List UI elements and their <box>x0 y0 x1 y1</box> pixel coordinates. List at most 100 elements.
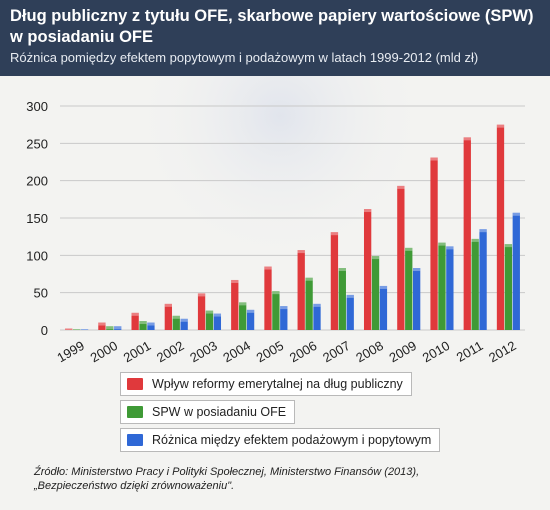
bar-highlight <box>413 268 421 272</box>
bar-0-2009 <box>397 185 405 330</box>
y-tick-label: 50 <box>34 286 48 301</box>
bar-highlight <box>430 157 438 161</box>
bar-0-2007 <box>330 232 339 330</box>
bar-highlight <box>172 315 180 319</box>
chart-title: Dług publiczny z tytułu OFE, skarbowe pa… <box>10 7 534 46</box>
bar-0-2003 <box>197 293 206 330</box>
legend-swatch-blue <box>127 434 143 446</box>
bar-1-2001 <box>139 321 147 330</box>
bar-1-2004 <box>239 302 247 330</box>
y-tick-label: 200 <box>26 174 48 189</box>
bar-highlight <box>147 322 155 326</box>
bar-1-2003 <box>205 310 214 330</box>
bar-highlight <box>114 326 122 330</box>
y-tick-label: 150 <box>26 211 48 226</box>
y-tick-label: 100 <box>26 248 48 263</box>
bar-highlight <box>313 303 321 307</box>
bar-2-2011 <box>479 229 487 330</box>
legend-swatch-green <box>127 406 143 418</box>
bar-highlight <box>405 247 413 251</box>
bar-2-2006 <box>313 303 321 330</box>
legend-label: Różnica między efektem podażowym i popyt… <box>152 433 432 447</box>
bar-highlight <box>139 321 147 325</box>
bar-0-2010 <box>430 157 438 330</box>
legend-swatch-red <box>127 378 143 390</box>
bar-2-2004 <box>246 309 255 330</box>
bar-highlight <box>446 246 454 250</box>
y-tick-label: 300 <box>26 99 48 114</box>
bar-0-2005 <box>264 266 272 330</box>
bar-1-2006 <box>305 277 313 330</box>
bar-0-2006 <box>297 250 305 330</box>
bar-highlight <box>338 268 346 272</box>
bar-highlight <box>231 279 239 283</box>
bar-1-2000 <box>106 326 114 330</box>
bar-highlight <box>106 326 114 330</box>
x-tick-label: 2007 <box>320 338 353 365</box>
bar-highlight <box>297 250 305 254</box>
chart-header: Dług publiczny z tytułu OFE, skarbowe pa… <box>0 0 550 76</box>
bar-highlight <box>471 238 479 242</box>
bar-highlight <box>197 293 206 297</box>
bar-highlight <box>463 137 471 141</box>
bars <box>65 124 520 330</box>
bar-0-2002 <box>164 303 172 330</box>
source-note: Źródło: Ministerstwo Pracy i Polityki Sp… <box>34 465 534 493</box>
bar-2-2007 <box>346 294 354 330</box>
bar-2-2008 <box>379 285 388 330</box>
bar-highlight <box>280 306 288 310</box>
source-line-1: Źródło: Ministerstwo Pracy i Polityki Sp… <box>34 466 420 478</box>
bar-1-1999 <box>72 329 81 330</box>
bar-highlight <box>264 266 272 270</box>
bar-highlight <box>131 312 139 316</box>
bar-1-2009 <box>405 247 413 330</box>
bar-2-2009 <box>413 268 421 330</box>
background-decoration <box>130 76 430 266</box>
bar-0-2008 <box>363 209 372 330</box>
bar-0-2001 <box>131 312 139 330</box>
x-tick-label: 2002 <box>154 338 187 365</box>
bar-highlight <box>72 329 81 330</box>
bar-1-2005 <box>272 291 280 330</box>
bar-2-2005 <box>280 306 288 330</box>
bar-highlight <box>496 124 505 128</box>
bar-2-2010 <box>446 246 454 330</box>
y-axis-ticks: 0 50 100 150 200 250 300 <box>26 99 48 338</box>
legend-label: Wpływ reformy emerytalnej na dług public… <box>152 377 403 391</box>
x-tick-label: 2011 <box>454 338 486 365</box>
bar-highlight <box>272 291 280 295</box>
x-tick-label: 2001 <box>121 338 154 365</box>
y-tick-label: 250 <box>26 136 48 151</box>
bar-highlight <box>479 229 487 233</box>
x-tick-label: 2000 <box>88 338 121 365</box>
bar-highlight <box>504 244 513 248</box>
bar-highlight <box>239 302 247 306</box>
legend-label: SPW w posiadaniu OFE <box>152 405 287 419</box>
x-tick-label: 2009 <box>386 338 419 365</box>
x-tick-label: 2003 <box>187 338 220 365</box>
bar-2-2001 <box>147 322 155 330</box>
bar-highlight <box>246 309 255 313</box>
bar-highlight <box>397 185 405 189</box>
x-tick-label: 2005 <box>254 338 287 365</box>
bar-0-2012 <box>496 124 505 330</box>
x-tick-label: 2012 <box>486 338 519 365</box>
bar-1-2002 <box>172 315 180 330</box>
bar-highlight <box>512 212 520 216</box>
legend-item-impact: Wpływ reformy emerytalnej na dług public… <box>120 372 412 396</box>
bar-highlight <box>80 329 89 330</box>
bar-0-2004 <box>231 279 239 330</box>
bar-1-2012 <box>504 244 513 330</box>
bar-highlight <box>438 242 446 246</box>
legend-item-difference: Różnica między efektem podażowym i popyt… <box>120 428 441 452</box>
bar-highlight <box>363 209 372 213</box>
bar-0-1999 <box>65 328 73 330</box>
bar-highlight <box>305 277 313 281</box>
legend-item-spw: SPW w posiadaniu OFE <box>120 400 296 424</box>
chart-subtitle: Różnica pomiędzy efektem popytowym i pod… <box>10 50 479 65</box>
bar-2-2012 <box>512 212 520 330</box>
bar-highlight <box>180 318 188 322</box>
bar-2-2003 <box>213 313 222 330</box>
bar-highlight <box>379 285 388 289</box>
